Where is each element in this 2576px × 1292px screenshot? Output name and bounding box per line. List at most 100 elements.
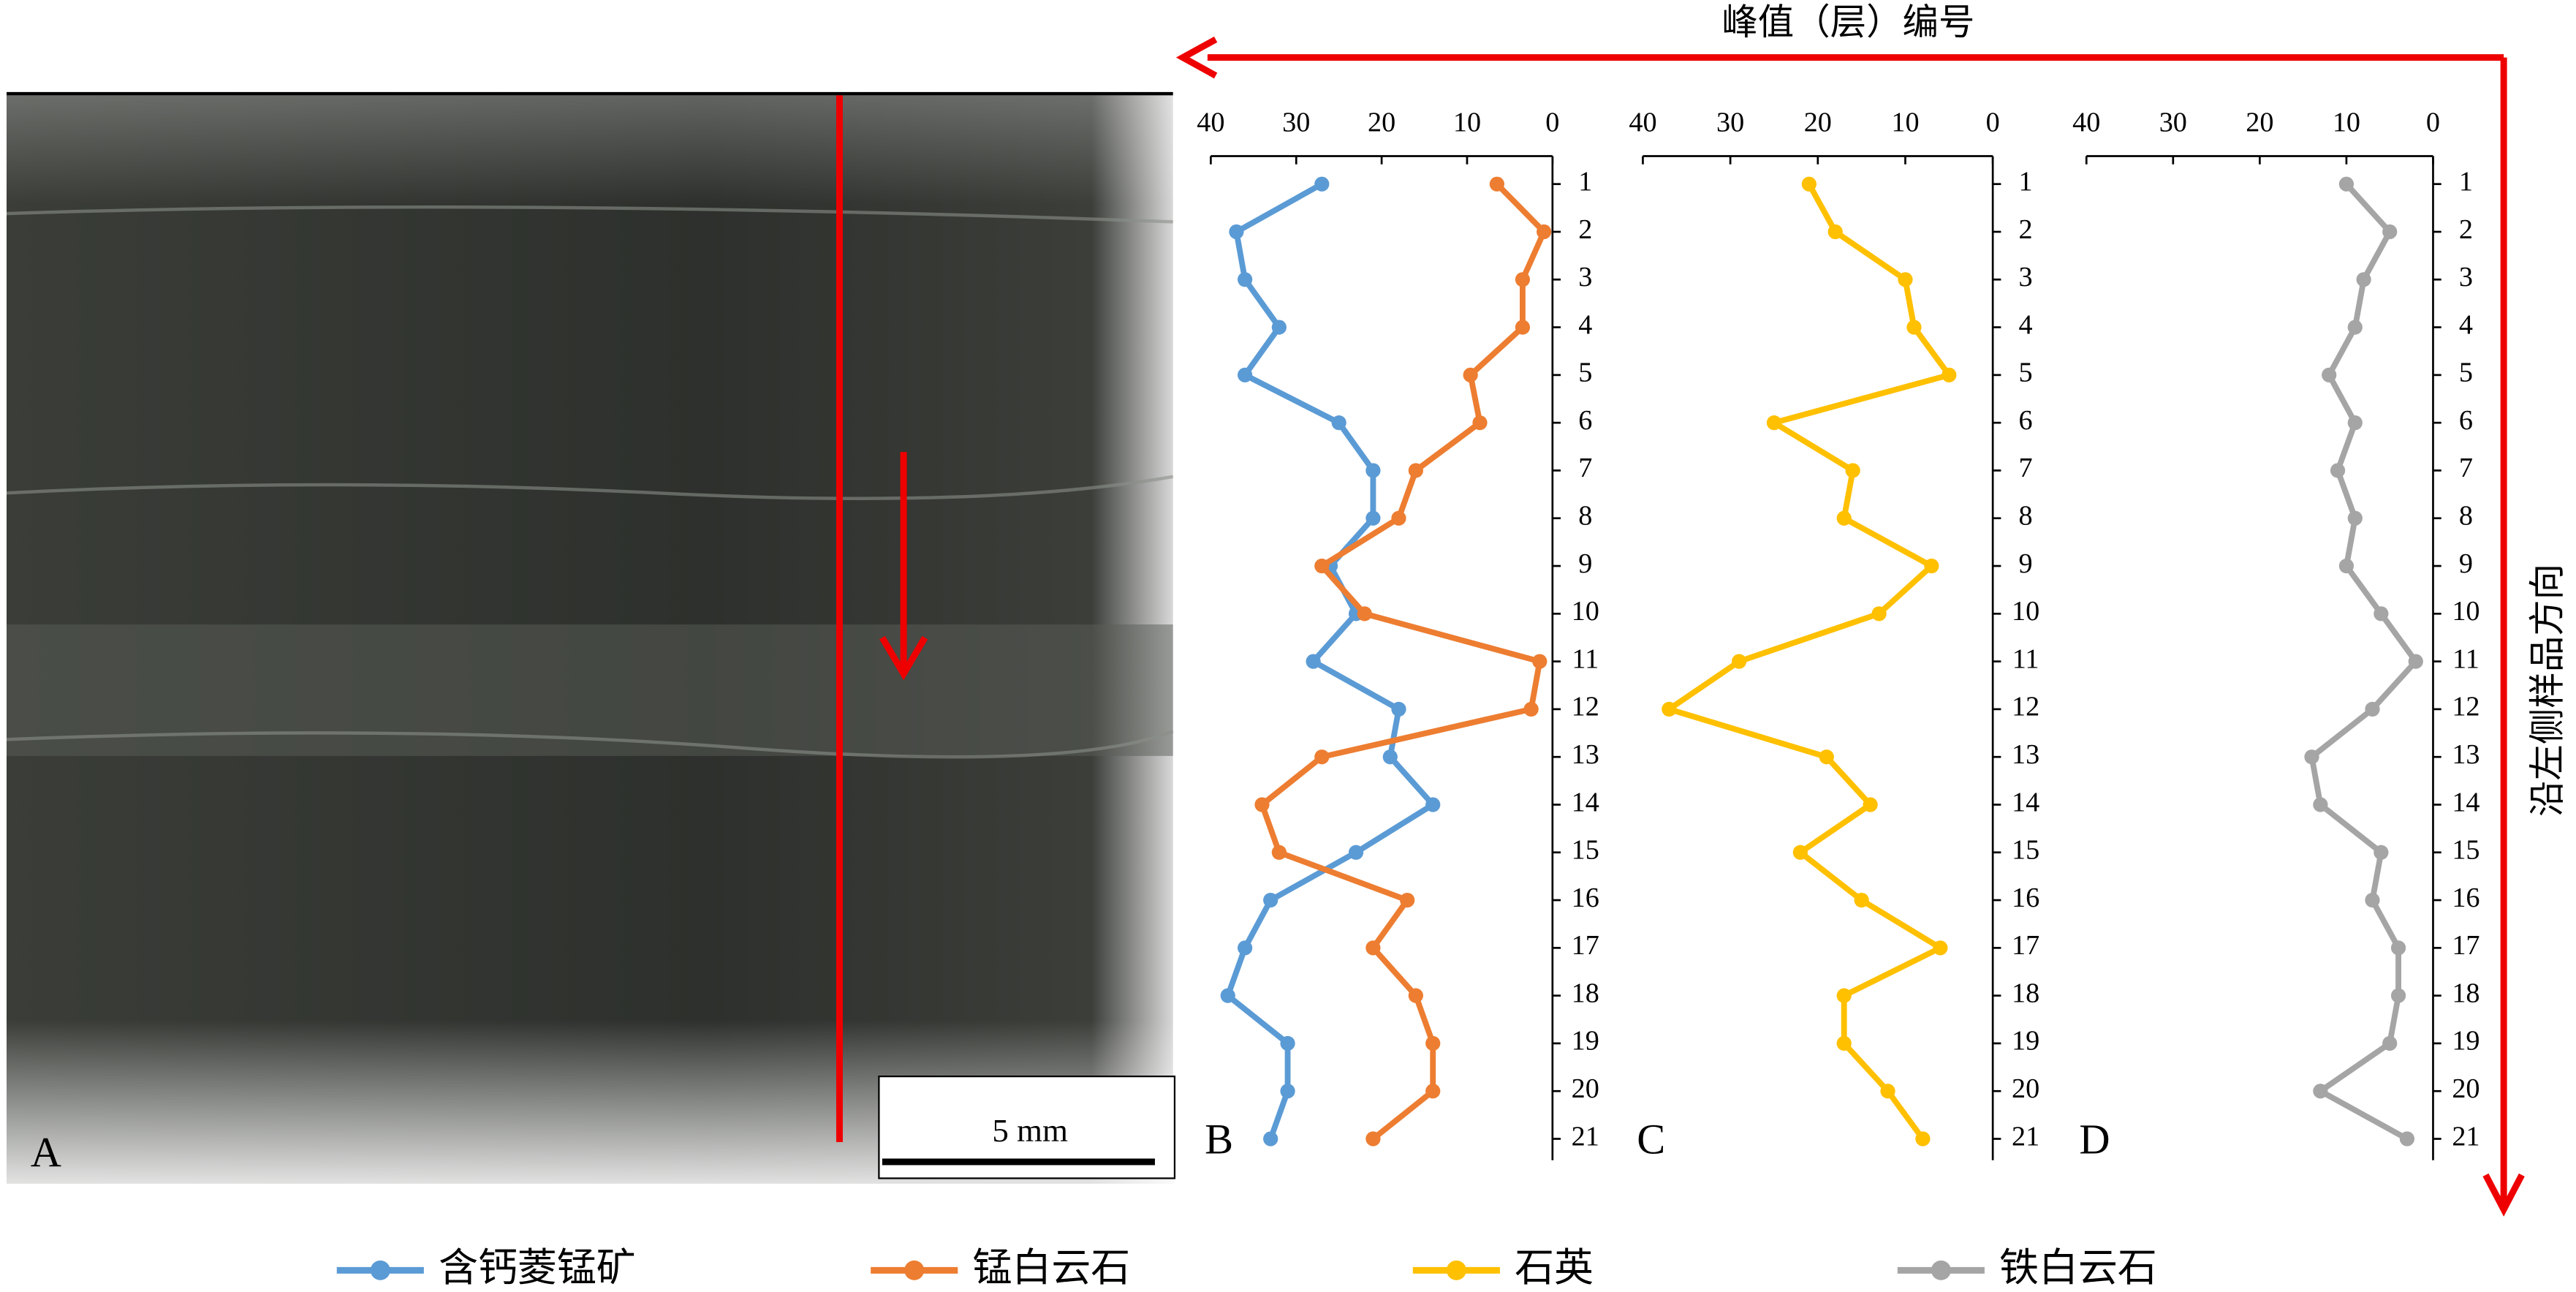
series-marker	[1801, 176, 1817, 192]
series-marker	[2374, 845, 2389, 860]
series-marker	[1827, 224, 1843, 240]
y-tick-label: 13	[2012, 739, 2039, 770]
series-marker	[1408, 988, 1423, 1003]
y-tick-label: 19	[2012, 1026, 2039, 1057]
y-tick-label: 1	[1578, 166, 1592, 197]
direction-arrow-head	[879, 635, 928, 681]
series-marker	[1515, 320, 1531, 335]
side-arrow-head	[2482, 1173, 2525, 1217]
y-tick-label: 17	[2452, 930, 2480, 961]
y-tick-label: 18	[2012, 978, 2039, 1008]
y-tick-label: 7	[2019, 453, 2033, 483]
series-marker	[1854, 892, 1869, 908]
x-tick-label: 40	[1197, 107, 1224, 138]
y-tick-label: 2	[2459, 214, 2473, 245]
x-tick-label: 30	[1282, 107, 1310, 138]
y-tick-label: 9	[2459, 548, 2473, 579]
series-marker	[1357, 606, 1372, 622]
series-marker	[1933, 940, 1948, 956]
series-marker	[1382, 749, 1398, 765]
y-tick-label: 9	[1578, 548, 1592, 579]
series-marker	[2365, 892, 2380, 908]
legend-marker	[1931, 1260, 1951, 1280]
y-tick-label: 20	[2452, 1073, 2480, 1104]
series-marker	[1365, 940, 1381, 956]
x-tick-label: 10	[1891, 107, 1919, 138]
series-marker	[2374, 606, 2389, 622]
y-tick-label: 2	[1578, 214, 1592, 245]
series-marker	[1463, 367, 1478, 382]
x-tick-label: 20	[1804, 107, 1832, 138]
panel-label: A	[31, 1129, 61, 1176]
series-marker	[1863, 797, 1878, 812]
y-tick-label: 11	[2012, 643, 2039, 674]
y-tick-label: 3	[2019, 262, 2033, 292]
photo: 5 mm A	[6, 91, 1176, 1184]
y-tick-label: 16	[2452, 883, 2480, 913]
series-line	[1258, 181, 1548, 1141]
series-marker	[1331, 415, 1346, 431]
series-marker	[2313, 797, 2328, 812]
y-tick-label: 5	[1578, 358, 1592, 388]
series-marker	[1425, 1035, 1441, 1051]
y-tick-label: 5	[2459, 358, 2473, 388]
series-marker	[1263, 1131, 1278, 1146]
series-marker	[2313, 1084, 2328, 1099]
x-tick-label: 30	[2159, 107, 2187, 138]
series-marker	[1238, 940, 1253, 956]
series-marker	[1942, 367, 1957, 382]
frame-arrows	[1175, 37, 2525, 1217]
figure-title: 峰值（层）编号	[1721, 1, 1974, 43]
y-tick-label: 3	[2459, 262, 2473, 292]
y-tick-label: 20	[2012, 1073, 2039, 1104]
y-tick-label: 8	[1578, 501, 1592, 532]
legend-marker	[370, 1260, 390, 1280]
series-marker	[1836, 988, 1852, 1003]
y-tick-label: 8	[2019, 501, 2033, 532]
y-tick-label: 14	[1572, 787, 1599, 817]
y-tick-label: 14	[2012, 787, 2039, 817]
series-marker	[2390, 940, 2406, 956]
side-label: 沿左侧样品方向	[2526, 564, 2569, 817]
x-tick-label: 40	[2072, 107, 2100, 138]
x-tick-label: 0	[1986, 107, 2000, 138]
y-tick-label: 20	[1572, 1073, 1599, 1104]
series-marker	[1280, 1084, 1295, 1099]
series-marker	[1924, 558, 1939, 574]
y-tick-label: 1	[2019, 166, 2033, 197]
y-tick-label: 15	[2452, 835, 2480, 866]
legend-marker	[1446, 1260, 1466, 1280]
y-tick-label: 14	[2452, 787, 2480, 817]
y-tick-label: 16	[2012, 883, 2039, 913]
series-marker	[1915, 1131, 1931, 1146]
y-tick-label: 1	[2459, 166, 2473, 197]
series-marker	[1819, 749, 1834, 765]
series-marker	[1425, 1084, 1441, 1099]
y-tick-label: 7	[2459, 453, 2473, 483]
series-marker	[1365, 1131, 1381, 1146]
y-tick-label: 8	[2459, 501, 2473, 532]
x-tick-label: 20	[1368, 107, 1395, 138]
series-marker	[2347, 415, 2363, 431]
x-tick-label: 20	[2246, 107, 2273, 138]
series-marker	[2338, 176, 2355, 192]
series-marker	[1391, 510, 1406, 526]
y-tick-label: 17	[2012, 930, 2039, 961]
series-marker	[1766, 415, 1782, 431]
series-marker	[1229, 224, 1244, 240]
y-tick-label: 5	[2019, 358, 2033, 388]
series-marker	[2322, 367, 2337, 382]
series-marker	[1662, 701, 1677, 717]
y-tick-label: 6	[1578, 405, 1592, 436]
series-marker	[2390, 988, 2406, 1003]
x-tick-label: 0	[1545, 107, 1559, 138]
series-marker	[1515, 272, 1531, 287]
legend-marker	[904, 1260, 925, 1280]
series-marker	[1263, 892, 1278, 908]
x-tick-label: 40	[1629, 107, 1656, 138]
y-tick-label: 12	[2012, 692, 2039, 722]
series-marker	[1238, 367, 1253, 382]
series-marker	[1314, 176, 1330, 192]
y-tick-label: 15	[1572, 835, 1599, 866]
